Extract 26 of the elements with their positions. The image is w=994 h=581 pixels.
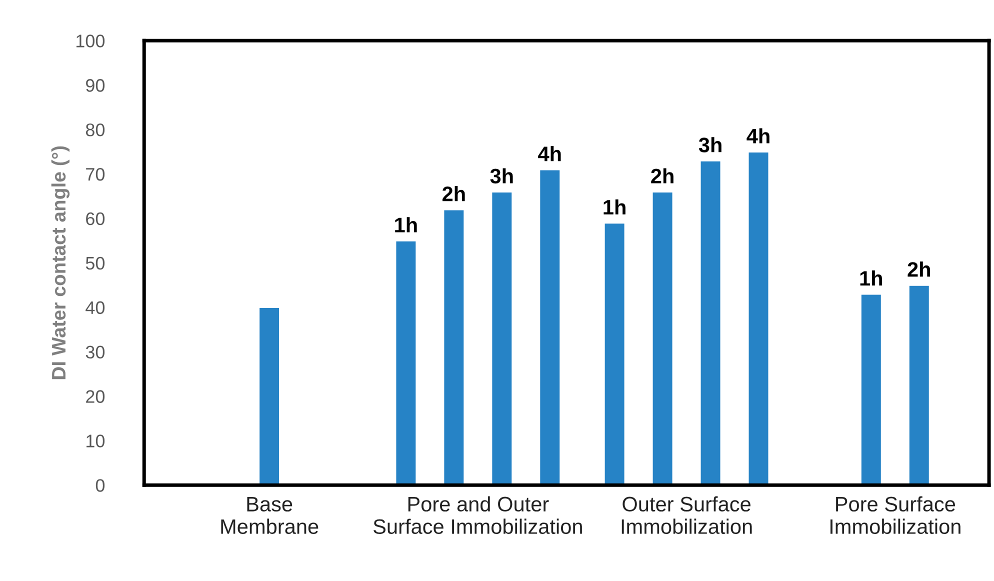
text: 3h <box>698 137 722 152</box>
text: 1h <box>860 270 882 286</box>
y-tick-label: 50 <box>86 256 105 270</box>
y-tick-label: 30 <box>86 346 105 359</box>
y-axis-title: DI Water contact angle (°) <box>51 146 70 380</box>
series-label: 1h <box>604 199 626 214</box>
x-tick-label: Base Membrane <box>221 497 318 534</box>
y-tick-label: 10 <box>86 434 105 448</box>
x-tick-label: Outer Surface Immobilization <box>622 496 752 534</box>
x-tick-label: Pore and Outer Surface Immobilization <box>374 496 582 534</box>
x-tick-label: Pore Surface Immobilization <box>830 496 960 534</box>
series-label: 2h <box>651 168 674 184</box>
y-tick-label: 60 <box>86 212 105 226</box>
y-tick-label: 80 <box>86 123 105 136</box>
y-tick-label: 70 <box>86 168 105 181</box>
text: 4h <box>538 146 561 162</box>
series-label: 4h <box>746 128 770 144</box>
series-label: 3h <box>490 168 513 184</box>
y-tick-label: 0 <box>96 479 105 492</box>
y-tick-label: 40 <box>86 301 105 314</box>
y-tick-label: 100 <box>76 34 105 48</box>
text: 2h <box>908 262 930 277</box>
y-tick-label: 90 <box>86 79 105 92</box>
text: 1h <box>395 217 417 232</box>
text: 2h <box>442 186 465 202</box>
y-tick-label: 20 <box>86 390 105 403</box>
